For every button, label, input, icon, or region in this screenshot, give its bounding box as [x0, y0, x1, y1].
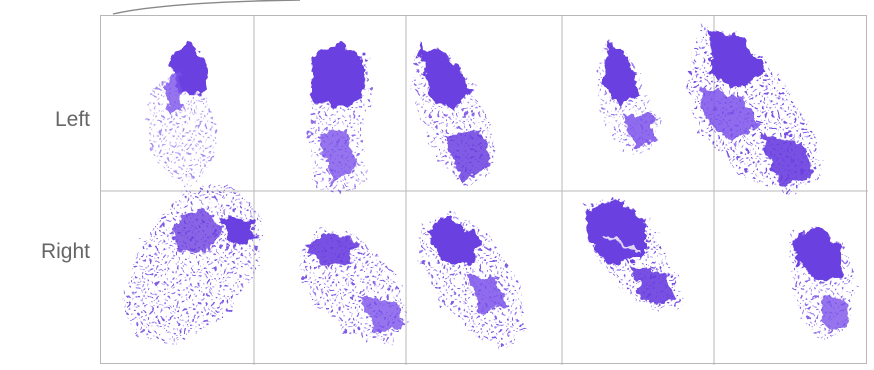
- footprint-left-4: [596, 37, 660, 155]
- top-left-curve-decoration: [112, 0, 301, 15]
- footprint-left-2: [310, 43, 370, 195]
- footprint-left-3: [412, 45, 496, 187]
- footprint-right-5: [790, 227, 856, 343]
- footprint-right-1: [122, 183, 262, 345]
- footprint-left-1: [147, 43, 217, 185]
- footprint-right-3: [418, 211, 524, 351]
- footprint-grid: [100, 15, 868, 365]
- row-label-left: Left: [54, 108, 90, 131]
- row-label-right: Right: [40, 240, 90, 263]
- footprint-right-4: [582, 195, 682, 311]
- footprint-left-5: [686, 25, 822, 195]
- footprint-right-2: [300, 227, 410, 343]
